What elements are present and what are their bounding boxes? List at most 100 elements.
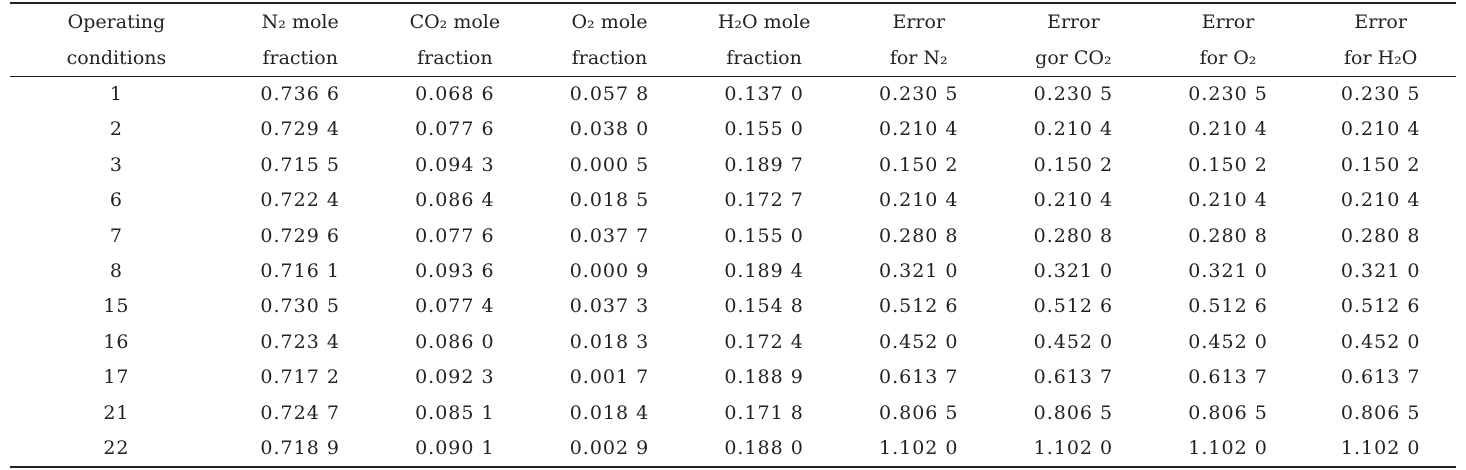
- o2-fraction-cell: 0.018 5: [569, 189, 650, 212]
- h2o-fraction-cell: 0.189 4: [724, 260, 804, 283]
- error-n2-cell: 0.512 6: [878, 295, 959, 318]
- header-error-o2-line2: for O₂: [1150, 40, 1306, 77]
- error-n2-cell: 0.806 5: [878, 401, 959, 424]
- h2o-fraction-cell: 0.172 4: [724, 330, 804, 353]
- operating-condition-cell: 17: [103, 366, 130, 389]
- operating-condition-cell: 6: [109, 189, 123, 212]
- header-co2-mole-fraction-line2: fraction: [377, 40, 533, 77]
- error-h2o-cell: 0.210 4: [1340, 118, 1421, 141]
- header-o2-mole-fraction: O₂ mole: [532, 2, 687, 40]
- error-n2-cell: 0.230 5: [878, 83, 959, 105]
- n2-fraction-cell: 0.723 4: [260, 330, 340, 353]
- n2-fraction-cell: 0.724 7: [260, 401, 340, 424]
- operating-condition-cell: 2: [109, 118, 123, 141]
- table-row: 1 0.736 6 0.068 6 0.057 8 0.137 0 0.230 5 0.23…: [10, 77, 1456, 113]
- co2-fraction-cell: 0.077 4: [415, 295, 495, 318]
- header-error-h2o: Error: [1305, 2, 1456, 40]
- n2-fraction-cell: 0.736 6: [260, 83, 340, 105]
- error-h2o-cell: 1.102 0: [1305, 431, 1456, 469]
- operating-condition-cell: 7: [109, 224, 123, 247]
- header-co2-mole-fraction: CO₂ mole: [377, 2, 533, 40]
- h2o-fraction-cell: 0.188 0: [686, 431, 842, 469]
- table-row: 7 0.729 6 0.077 6 0.037 7 0.155 0 0.280 8 0.28…: [10, 219, 1456, 254]
- error-o2-cell: 0.452 0: [1188, 330, 1268, 353]
- error-h2o-cell: 0.280 8: [1340, 224, 1421, 247]
- h2o-fraction-cell: 0.154 8: [724, 295, 804, 318]
- operating-condition-cell: 16: [103, 330, 130, 353]
- error-co2-cell: 0.210 4: [1033, 118, 1114, 141]
- error-co2-cell: 1.102 0: [996, 431, 1151, 469]
- table-row: 6 0.722 4 0.086 4 0.018 5 0.172 7 0.210 4 0.21…: [10, 183, 1456, 218]
- table-row: 22 0.718 9 0.090 1 0.002 9 0.188 0 1.102 0 1.1…: [10, 431, 1456, 469]
- error-n2-cell: 0.613 7: [878, 366, 959, 389]
- error-o2-cell: 0.512 6: [1188, 295, 1268, 318]
- h2o-fraction-cell: 0.137 0: [724, 83, 804, 105]
- error-o2-cell: 0.613 7: [1188, 366, 1268, 389]
- error-co2-cell: 0.512 6: [1033, 295, 1114, 318]
- error-n2-cell: 0.150 2: [878, 153, 959, 176]
- error-o2-cell: 0.150 2: [1188, 153, 1268, 176]
- error-co2-cell: 0.452 0: [1033, 330, 1114, 353]
- o2-fraction-cell: 0.057 8: [569, 83, 650, 105]
- co2-fraction-cell: 0.094 3: [415, 153, 495, 176]
- error-co2-cell: 0.210 4: [1033, 189, 1114, 212]
- n2-fraction-cell: 0.729 6: [260, 224, 340, 247]
- n2-fraction-cell: 0.717 2: [260, 366, 340, 389]
- table-row: 21 0.724 7 0.085 1 0.018 4 0.171 8 0.806 5 0.8…: [10, 396, 1456, 431]
- h2o-fraction-cell: 0.155 0: [724, 224, 804, 247]
- error-n2-cell: 0.321 0: [878, 260, 959, 283]
- co2-fraction-cell: 0.068 6: [415, 83, 495, 105]
- o2-fraction-cell: 0.002 9: [532, 431, 687, 469]
- co2-fraction-cell: 0.077 6: [415, 118, 495, 141]
- header-error-h2o-line2: for H₂O: [1305, 40, 1456, 77]
- error-o2-cell: 0.280 8: [1188, 224, 1268, 247]
- table-row: 15 0.730 5 0.077 4 0.037 3 0.154 8 0.512 6 0.5…: [10, 289, 1456, 324]
- n2-fraction-cell: 0.718 9: [222, 431, 378, 469]
- error-co2-cell: 0.321 0: [1033, 260, 1114, 283]
- table-body: 1 0.736 6 0.068 6 0.057 8 0.137 0 0.230 5 0.23…: [10, 77, 1456, 469]
- error-n2-cell: 0.210 4: [878, 118, 959, 141]
- o2-fraction-cell: 0.037 3: [569, 295, 650, 318]
- error-co2-cell: 0.230 5: [1033, 83, 1114, 105]
- header-h2o-mole-fraction: H₂O mole: [686, 2, 842, 40]
- table-row: 8 0.716 1 0.093 6 0.000 9 0.189 4 0.321 0 0.32…: [10, 254, 1456, 289]
- header-h2o-mole-fraction-line2: fraction: [686, 40, 842, 77]
- n2-fraction-cell: 0.729 4: [260, 118, 340, 141]
- error-co2-cell: 0.150 2: [1033, 153, 1114, 176]
- o2-fraction-cell: 0.001 7: [569, 366, 650, 389]
- table-row: 17 0.717 2 0.092 3 0.001 7 0.188 9 0.613 7 0.6…: [10, 360, 1456, 395]
- co2-fraction-cell: 0.093 6: [415, 260, 495, 283]
- header-row-1: Operating N₂ mole CO₂ mole O₂ mole H₂O m…: [10, 2, 1456, 40]
- header-n2-mole-fraction-line2: fraction: [222, 40, 378, 77]
- error-h2o-cell: 0.321 0: [1340, 260, 1421, 283]
- error-co2-cell: 0.613 7: [1033, 366, 1114, 389]
- header-operating-conditions: Operating: [10, 2, 223, 40]
- o2-fraction-cell: 0.037 7: [569, 224, 650, 247]
- error-o2-cell: 0.806 5: [1188, 401, 1268, 424]
- table-row: 2 0.729 4 0.077 6 0.038 0 0.155 0 0.210 4 0.21…: [10, 112, 1456, 147]
- error-h2o-cell: 0.512 6: [1340, 295, 1421, 318]
- operating-condition-cell: 3: [109, 153, 123, 176]
- table-row: 16 0.723 4 0.086 0 0.018 3 0.172 4 0.452 0 0.4…: [10, 325, 1456, 360]
- o2-fraction-cell: 0.038 0: [569, 118, 650, 141]
- o2-fraction-cell: 0.018 3: [569, 330, 650, 353]
- header-error-n2: Error: [841, 2, 997, 40]
- header-row-2: conditions fraction fraction fraction fr…: [10, 40, 1456, 77]
- n2-fraction-cell: 0.715 5: [260, 153, 340, 176]
- error-o2-cell: 0.230 5: [1188, 83, 1268, 105]
- operating-condition-cell: 15: [103, 295, 130, 318]
- error-o2-cell: 0.321 0: [1188, 260, 1268, 283]
- header-operating-conditions-line2: conditions: [10, 40, 223, 77]
- error-co2-cell: 0.280 8: [1033, 224, 1114, 247]
- n2-fraction-cell: 0.722 4: [260, 189, 340, 212]
- gas-composition-table: Operating N₂ mole CO₂ mole O₂ mole H₂O m…: [10, 2, 1456, 469]
- h2o-fraction-cell: 0.172 7: [724, 189, 804, 212]
- co2-fraction-cell: 0.085 1: [415, 401, 495, 424]
- o2-fraction-cell: 0.000 9: [569, 260, 650, 283]
- error-o2-cell: 0.210 4: [1188, 189, 1268, 212]
- error-h2o-cell: 0.613 7: [1340, 366, 1421, 389]
- operating-condition-cell: 21: [103, 401, 130, 424]
- co2-fraction-cell: 0.092 3: [415, 366, 495, 389]
- co2-fraction-cell: 0.077 6: [415, 224, 495, 247]
- h2o-fraction-cell: 0.155 0: [724, 118, 804, 141]
